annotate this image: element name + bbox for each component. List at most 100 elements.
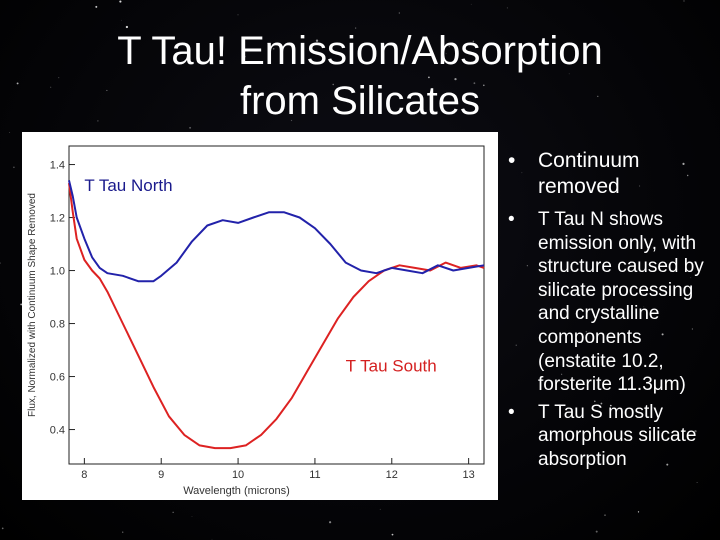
star [643, 306, 645, 308]
star [640, 362, 642, 364]
star [95, 5, 98, 8]
star [682, 162, 685, 165]
star [58, 77, 60, 79]
y-axis-label: Flux, Normalized with Continuum Shape Re… [27, 193, 38, 417]
bullet-item-south: • T Tau S mostly amorphous silicate abso… [502, 401, 717, 472]
star [623, 223, 626, 225]
x-tick-label: 12 [386, 469, 398, 481]
y-tick-label: 0.8 [50, 319, 65, 331]
star [690, 277, 692, 279]
star [445, 53, 447, 55]
star [526, 265, 528, 267]
y-tick-label: 0.4 [50, 425, 65, 437]
star [585, 330, 588, 333]
star [243, 55, 246, 58]
annotation-t-tau-north: T Tau North [84, 176, 172, 195]
star [639, 185, 641, 187]
star [515, 344, 517, 346]
star [595, 530, 598, 533]
star [427, 76, 430, 79]
star [577, 222, 579, 223]
star [470, 3, 472, 5]
star [666, 463, 669, 466]
star [379, 508, 381, 510]
star [329, 521, 332, 524]
star [9, 132, 11, 133]
star [600, 402, 603, 405]
star [106, 89, 108, 91]
y-tick-label: 0.6 [50, 372, 65, 384]
series-line-t-tau-south [68, 182, 485, 450]
slide-title-line-2: from Silicates [239, 79, 481, 123]
slide-title-line-1: T Tau! Emission/Absorption [117, 29, 603, 73]
x-axis-label: Wavelength (microns) [183, 485, 290, 497]
star [0, 262, 1, 264]
star [521, 172, 523, 174]
star [694, 430, 697, 433]
star [272, 48, 275, 50]
star [473, 82, 476, 85]
x-tick-label: 11 [309, 469, 320, 481]
spectrum-chart-panel: 8 9 10 11 12 13 0.4 0.6 0.8 1.0 1.2 1.4 Wavelength (… [22, 132, 498, 500]
star [125, 25, 129, 29]
star [16, 82, 19, 85]
bullet-list: • Continuum removed • T Tau N shows emis… [502, 148, 717, 472]
star [483, 84, 485, 87]
star [1, 527, 4, 530]
star [609, 404, 612, 407]
star [211, 538, 213, 540]
star [237, 14, 239, 16]
star [561, 373, 563, 375]
star [683, 0, 685, 2]
x-tick-label: 8 [81, 469, 87, 481]
y-tick-label: 1.0 [50, 266, 65, 278]
star [191, 516, 193, 517]
x-tick-label: 13 [463, 469, 475, 481]
x-tick-label: 9 [158, 469, 164, 481]
star [50, 86, 52, 88]
slide-title: T Tau! Emission/Absorption from Silicate… [0, 26, 720, 126]
star [448, 45, 450, 48]
star [121, 19, 122, 21]
star [315, 39, 319, 42]
star [472, 40, 475, 43]
bullet-item-north: • T Tau N shows emission only, with stru… [502, 208, 717, 397]
spectrum-chart: 8 9 10 11 12 13 0.4 0.6 0.8 1.0 1.2 1.4 Wavelength (… [27, 145, 485, 497]
star [122, 531, 124, 533]
star [454, 77, 457, 81]
star [637, 511, 640, 513]
star [687, 174, 689, 177]
series-line-t-tau-north [68, 180, 485, 283]
star [189, 126, 192, 129]
y-tick-label: 1.4 [50, 160, 65, 172]
star [332, 83, 334, 86]
bullet-item-continuum: • Continuum removed [502, 148, 717, 200]
plot-frame [68, 145, 485, 465]
star [97, 120, 99, 122]
star [13, 166, 15, 169]
star [172, 511, 174, 513]
star [391, 533, 394, 536]
y-tick-label: 1.2 [50, 213, 65, 225]
x-tick-label: 10 [232, 469, 244, 481]
star [119, 0, 122, 3]
star [398, 12, 400, 14]
bullet-marker: • [508, 401, 515, 423]
star [355, 27, 357, 29]
bullet-text: T Tau S mostly amorphous silicate absorp… [538, 401, 697, 470]
star [696, 481, 698, 484]
star [597, 95, 599, 97]
star [20, 303, 23, 306]
star [568, 73, 570, 75]
bullet-marker: • [508, 149, 516, 172]
star [661, 333, 664, 336]
star [290, 119, 293, 122]
star [691, 328, 694, 330]
star [594, 400, 596, 403]
annotation-t-tau-south: T Tau South [346, 356, 437, 375]
bullet-marker: • [508, 209, 515, 230]
star [604, 514, 606, 516]
bullet-text: Continuum removed [538, 149, 640, 198]
bullet-text: T Tau N shows emission only, with struct… [538, 209, 704, 396]
star [506, 7, 508, 9]
